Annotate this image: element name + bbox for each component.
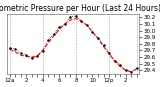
Title: Barometric Pressure per Hour (Last 24 Hours): Barometric Pressure per Hour (Last 24 Ho… [0, 4, 160, 13]
